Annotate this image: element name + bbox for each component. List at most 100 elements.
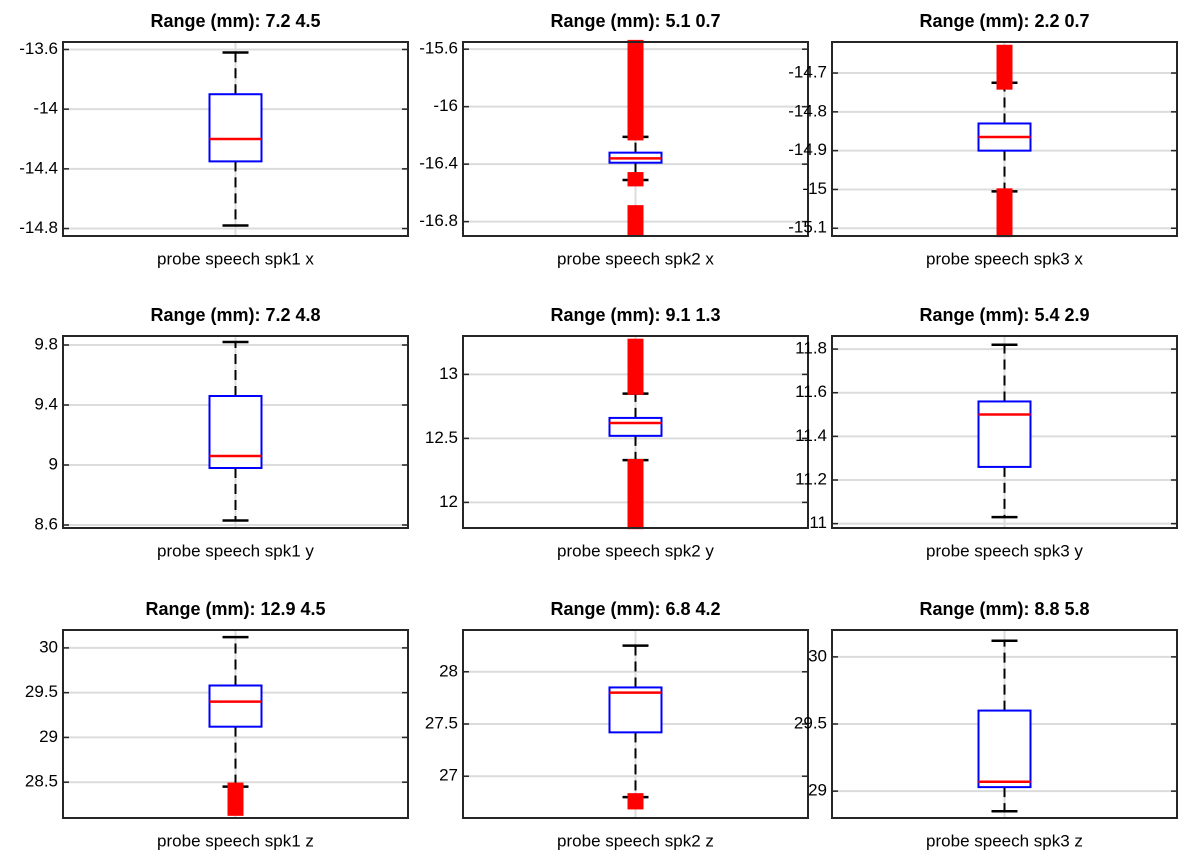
y-tick-label: 11.6 (795, 382, 827, 401)
y-tick-label: -14.8 (19, 218, 58, 237)
flier (627, 101, 644, 112)
flier (627, 72, 644, 83)
y-tick-label: -15.6 (419, 39, 458, 58)
y-tick-label: 13 (439, 364, 458, 383)
y-tick-label: 27.5 (425, 713, 458, 732)
y-tick-label: -16.8 (419, 211, 458, 230)
flier (627, 359, 644, 370)
chart-title: Range (mm): 2.2 0.7 (919, 11, 1089, 31)
flier (627, 338, 644, 349)
flier (627, 172, 644, 183)
y-tick-label: -15.1 (788, 218, 827, 237)
flier (627, 94, 644, 105)
y-tick-label: 11.4 (795, 426, 827, 445)
flier (627, 39, 644, 50)
x-tick-label: probe speech spk2 y (557, 541, 714, 560)
flier (627, 80, 644, 91)
flier (627, 374, 644, 385)
y-tick-label: -14.8 (788, 101, 827, 120)
flier (627, 379, 644, 390)
y-tick-label: 30 (808, 646, 827, 665)
flier (627, 503, 644, 514)
flier (627, 384, 644, 395)
y-tick-label: -13.6 (19, 39, 58, 58)
y-tick-label: 12 (439, 492, 458, 511)
flier (996, 211, 1013, 222)
flier (627, 469, 644, 480)
plot-frame (462, 335, 809, 529)
y-tick-label: 11.8 (795, 339, 827, 358)
flier (627, 343, 644, 354)
x-tick-label: probe speech spk3 y (926, 541, 1083, 560)
plot-frame (462, 41, 809, 237)
flier (627, 793, 644, 804)
flier (627, 348, 644, 359)
flier (627, 479, 644, 490)
flier (627, 519, 644, 530)
box (608, 416, 663, 437)
flier (996, 196, 1013, 207)
x-tick-label: probe speech spk3 x (926, 249, 1083, 268)
flier (627, 514, 644, 525)
flier (996, 71, 1013, 82)
y-tick-label: 29.5 (25, 682, 58, 701)
x-tick-label: probe speech spk1 z (157, 831, 314, 850)
y-tick-label: -15 (802, 179, 827, 198)
flier (627, 87, 644, 98)
flier (996, 188, 1013, 199)
flier (627, 464, 644, 475)
x-tick-label: probe speech spk1 y (157, 541, 314, 560)
y-tick-label: 29 (808, 781, 827, 800)
y-tick-label: 28 (439, 661, 458, 680)
plot-frame (62, 41, 409, 237)
flier (627, 474, 644, 485)
flier (996, 227, 1013, 238)
flier (996, 44, 1013, 55)
flier (627, 498, 644, 509)
chart-title: Range (mm): 9.1 1.3 (550, 305, 720, 325)
y-tick-label: 9.4 (34, 394, 58, 413)
y-tick-label: 29 (39, 727, 58, 746)
plot-frame (831, 335, 1178, 529)
flier (627, 484, 644, 495)
flier (627, 508, 644, 519)
flier (627, 130, 644, 141)
x-tick-label: probe speech spk3 z (926, 831, 1083, 850)
y-tick-label: -14.7 (788, 63, 827, 82)
y-tick-label: 8.6 (34, 514, 58, 533)
plot-frame (462, 629, 809, 819)
flier (627, 58, 644, 69)
chart-title: Range (mm): 8.8 5.8 (919, 599, 1089, 619)
plot-frame (62, 335, 409, 529)
box (977, 709, 1032, 789)
y-tick-label: 28.5 (25, 772, 58, 791)
flier (627, 354, 644, 365)
flier (627, 369, 644, 380)
y-tick-label: 30 (39, 637, 58, 656)
x-tick-label: probe speech spk2 x (557, 249, 714, 268)
chart-title: Range (mm): 6.8 4.2 (550, 599, 720, 619)
chart-title: Range (mm): 7.2 4.8 (150, 305, 320, 325)
x-tick-label: probe speech spk2 z (557, 831, 714, 850)
plot-frame (831, 41, 1178, 237)
plot-frame (62, 629, 409, 819)
chart-title: Range (mm): 12.9 4.5 (145, 599, 325, 619)
y-tick-label: -14.4 (19, 158, 58, 177)
flier (627, 108, 644, 119)
y-tick-label: -16.4 (419, 154, 458, 173)
flier (996, 56, 1013, 67)
flier (996, 64, 1013, 75)
box (977, 400, 1032, 468)
flier (996, 219, 1013, 230)
y-tick-label: 9.8 (34, 334, 58, 353)
chart-title: Range (mm): 5.4 2.9 (919, 305, 1089, 325)
flier (627, 364, 644, 375)
flier (627, 116, 644, 127)
flier (996, 203, 1013, 214)
y-tick-label: 27 (439, 766, 458, 785)
y-tick-label: -16 (433, 96, 458, 115)
box (608, 686, 663, 734)
flier (627, 123, 644, 134)
chart-title: Range (mm): 7.2 4.5 (150, 11, 320, 31)
